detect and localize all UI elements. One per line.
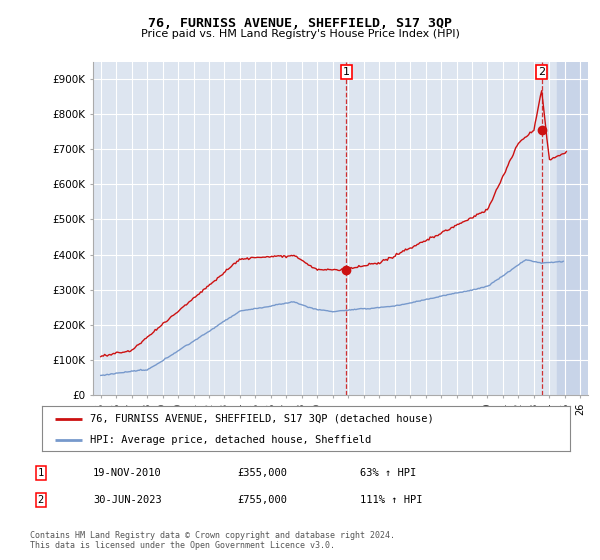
Text: 76, FURNISS AVENUE, SHEFFIELD, S17 3QP (detached house): 76, FURNISS AVENUE, SHEFFIELD, S17 3QP (… [89,413,433,423]
Text: Price paid vs. HM Land Registry's House Price Index (HPI): Price paid vs. HM Land Registry's House … [140,29,460,39]
Bar [557,62,596,395]
Text: 1: 1 [38,468,44,478]
Text: £755,000: £755,000 [237,495,287,505]
Text: HPI: Average price, detached house, Sheffield: HPI: Average price, detached house, Shef… [89,435,371,445]
Text: 2: 2 [38,495,44,505]
Text: Contains HM Land Registry data © Crown copyright and database right 2024.
This d: Contains HM Land Registry data © Crown c… [30,531,395,550]
Text: 63% ↑ HPI: 63% ↑ HPI [360,468,416,478]
Text: 111% ↑ HPI: 111% ↑ HPI [360,495,422,505]
Text: 19-NOV-2010: 19-NOV-2010 [93,468,162,478]
Text: 76, FURNISS AVENUE, SHEFFIELD, S17 3QP: 76, FURNISS AVENUE, SHEFFIELD, S17 3QP [148,17,452,30]
Text: £355,000: £355,000 [237,468,287,478]
Text: 30-JUN-2023: 30-JUN-2023 [93,495,162,505]
Text: 2: 2 [538,67,545,77]
Text: 1: 1 [343,67,350,77]
